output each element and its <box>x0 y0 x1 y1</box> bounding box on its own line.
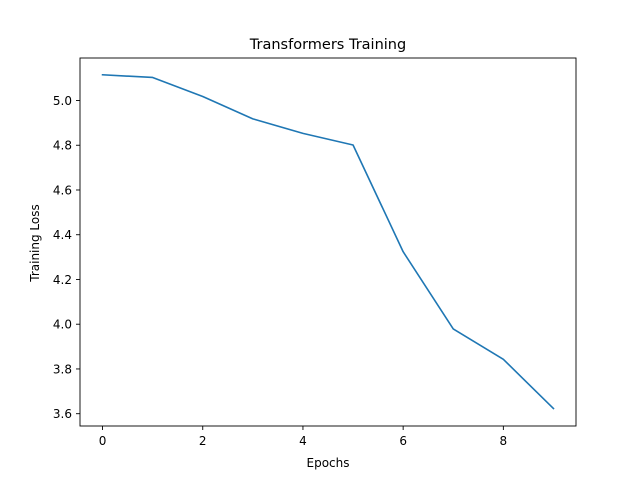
y-tick-label: 4.4 <box>53 228 72 242</box>
x-tick-label: 2 <box>199 434 207 448</box>
y-tick-label: 5.0 <box>53 94 72 108</box>
chart-title: Transformers Training <box>249 37 406 53</box>
y-tick-label: 4.0 <box>53 318 72 332</box>
x-tick-label: 0 <box>99 434 107 448</box>
y-tick-label: 4.8 <box>53 139 72 153</box>
y-axis-label: Training Loss <box>28 204 42 282</box>
x-tick-label: 4 <box>299 434 307 448</box>
x-tick-label: 8 <box>500 434 508 448</box>
plot-frame <box>79 57 577 427</box>
y-tick-label: 4.2 <box>53 273 72 287</box>
y-tick-label: 4.6 <box>53 183 72 197</box>
x-axis-label: Epochs <box>307 456 350 470</box>
y-tick-label: 3.8 <box>53 362 72 376</box>
y-tick-label: 3.6 <box>53 407 72 421</box>
x-tick-label: 6 <box>399 434 407 448</box>
series-line-0 <box>101 73 555 410</box>
